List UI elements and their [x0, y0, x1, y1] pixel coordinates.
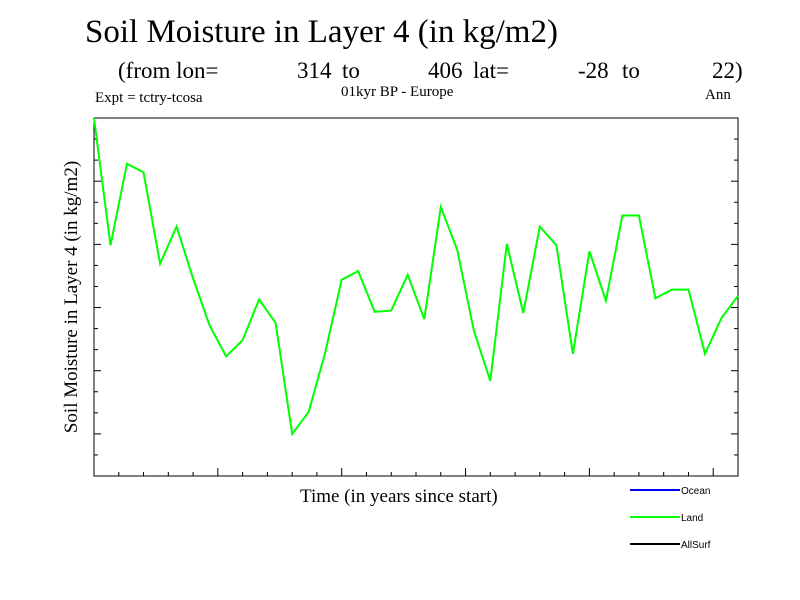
period-label: 01kyr BP - Europe [341, 84, 454, 100]
subtitle-lat-label: lat= [473, 58, 509, 83]
y-axis-label: Soil Moisture in Layer 4 (in kg/m2) [61, 160, 82, 434]
series-lines [93, 117, 739, 437]
legend-label-land: Land [681, 513, 703, 524]
chart-title: Soil Moisture in Layer 4 (in kg/m2) [85, 14, 558, 50]
y-axis-label-container: Soil Moisture in Layer 4 (in kg/m2) [58, 118, 86, 476]
season-label: Ann [705, 87, 731, 103]
subtitle-lon-start: 314 [297, 58, 332, 83]
x-axis-label: Time (in years since start) [300, 486, 498, 507]
subtitle-to-1: to [342, 58, 360, 83]
subtitle-lat-start: -28 [578, 58, 609, 83]
subtitle-to-2: to [622, 58, 640, 83]
legend: Ocean Land AllSurf [630, 486, 711, 551]
subtitle-from: (from lon= [118, 58, 219, 83]
subtitle-lat-end: 22) [712, 58, 743, 83]
experiment-label: Expt = tctry-tcosa [95, 90, 203, 106]
subtitle-lon-end: 406 [428, 58, 463, 83]
series-line-land [93, 117, 739, 437]
axis-ticks [94, 138, 738, 476]
legend-label-ocean: Ocean [681, 486, 710, 497]
legend-label-allsurf: AllSurf [681, 540, 711, 551]
